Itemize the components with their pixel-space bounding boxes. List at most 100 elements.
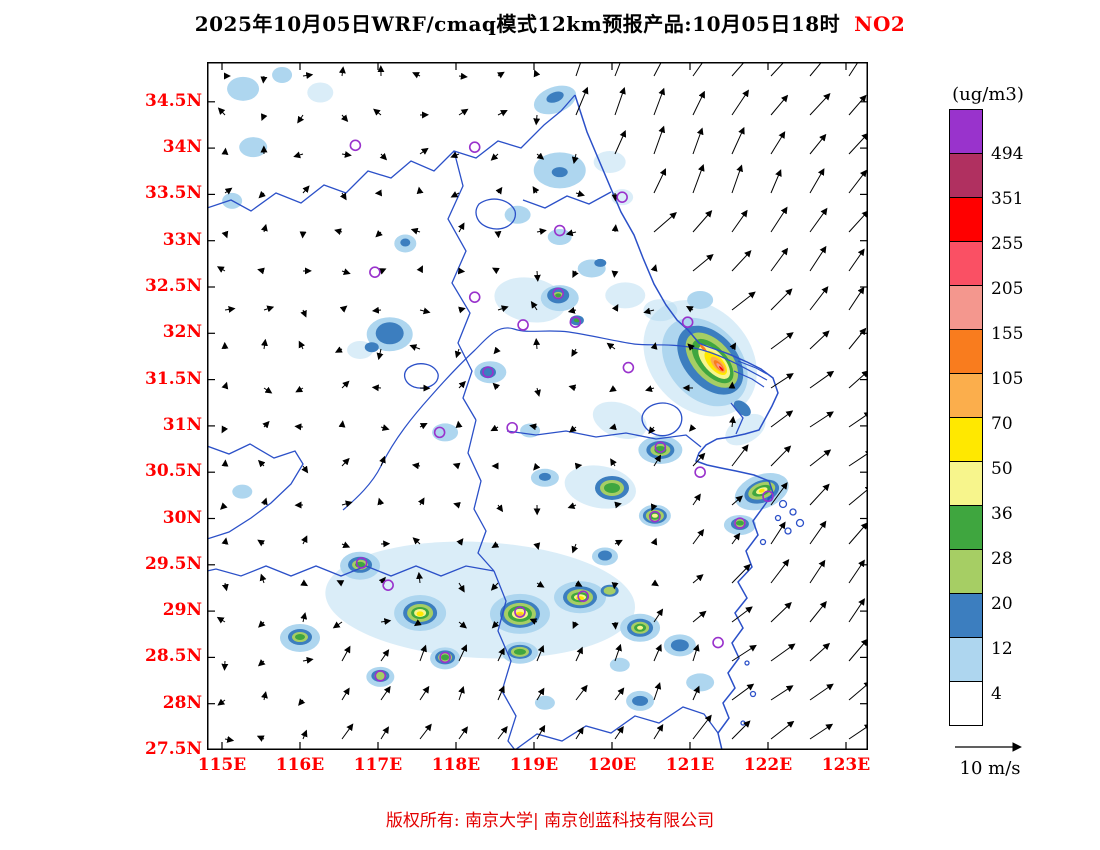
- wind-arrow: [809, 601, 827, 623]
- wind-arrow: [848, 485, 868, 506]
- wind-arrow: [692, 164, 705, 194]
- wind-arrow: [491, 620, 500, 629]
- wind-arrow: [458, 582, 465, 593]
- wind-arrow: [614, 725, 624, 740]
- wind-arrow: [490, 582, 499, 591]
- y-axis-label: 33.5N: [145, 183, 202, 204]
- x-axis-label: 118E: [431, 755, 481, 775]
- wind-arrow: [338, 66, 346, 77]
- wind-arrow: [809, 62, 823, 77]
- wind-arrow: [809, 286, 829, 311]
- province-border-anhui-west: [467, 419, 495, 572]
- wind-arrow: [295, 385, 304, 393]
- title-main: 2025年10月05日WRF/cmaq模式12km预报产品:10月05日18时: [194, 12, 841, 36]
- wind-arrow: [692, 610, 707, 623]
- wind-arrow: [341, 380, 350, 389]
- wind-arrow: [692, 254, 714, 272]
- colorbar-box: [949, 461, 983, 506]
- taihu-lake: [641, 402, 683, 437]
- y-axis-label: 31N: [162, 414, 202, 435]
- wind-arrow: [492, 382, 501, 391]
- wind-arrow: [412, 537, 421, 545]
- station-marker: [517, 319, 529, 331]
- wind-arrow: [533, 270, 541, 282]
- station-marker: [649, 510, 661, 523]
- contour-blob: [375, 322, 404, 345]
- map-frame: [207, 62, 868, 750]
- wind-arrow: [770, 131, 786, 155]
- contour-blob: [605, 282, 646, 309]
- wind-arrow: [456, 538, 464, 546]
- wind-arrow: [645, 385, 655, 393]
- contour-blob: [719, 366, 724, 371]
- wind-arrow: [490, 153, 499, 161]
- yangtze-estuary-channel: [733, 360, 768, 388]
- wind-arrow: [300, 729, 308, 740]
- station-marker: [482, 366, 494, 378]
- wind-arrow: [575, 190, 585, 198]
- station-marker: [355, 557, 368, 569]
- wind-arrow: [731, 532, 741, 545]
- wind-arrow: [848, 169, 867, 194]
- wind-arrow: [685, 305, 694, 313]
- wind-arrow: [606, 342, 616, 350]
- contour-fill-layer: [222, 66, 789, 711]
- wind-arrow: [410, 227, 421, 235]
- colorbar-box: [949, 373, 983, 418]
- wind-reference-label: 10 m/s: [959, 758, 1021, 779]
- station-marker: [349, 139, 362, 152]
- wind-arrow: [692, 127, 704, 155]
- station-marker: [762, 490, 774, 503]
- yangtze-river: [342, 327, 768, 511]
- wind-arrow: [571, 153, 579, 165]
- wind-arrow: [567, 502, 577, 509]
- station-marker: [622, 361, 635, 374]
- contour-blob: [735, 520, 744, 526]
- wind-arrow: [457, 222, 465, 233]
- x-axis-label: 120E: [587, 755, 637, 775]
- wind-arrow: [411, 462, 421, 470]
- wind-arrow: [494, 230, 502, 239]
- wind-arrow: [653, 168, 667, 194]
- wind-arrow: [770, 643, 796, 662]
- contour-blob: [609, 657, 630, 672]
- wind-arrow: [643, 307, 655, 315]
- wind-arrow: [653, 454, 662, 467]
- wind-arrow: [373, 108, 382, 116]
- y-axis-label: 33N: [162, 229, 202, 250]
- wind-arrow: [565, 229, 577, 237]
- wind-arrow: [532, 186, 540, 194]
- wind-arrow: [653, 62, 662, 77]
- wind-arrow: [458, 108, 469, 116]
- colorbar-label: 4: [991, 684, 1002, 704]
- contour-blob: [758, 488, 765, 493]
- wind-arrow: [809, 168, 825, 194]
- contour-blob: [643, 299, 678, 322]
- colorbar-label: 255: [991, 234, 1024, 254]
- wind-arrow: [298, 698, 306, 706]
- wind-arrow: [453, 501, 461, 509]
- shanghai-border: [730, 402, 744, 435]
- y-axis-label: 30.5N: [145, 461, 202, 482]
- colorbar-units-label: (ug/m3): [952, 84, 1024, 105]
- y-axis-label: 34N: [162, 137, 202, 158]
- wind-arrow: [375, 230, 383, 238]
- colorbar-box: [949, 593, 983, 638]
- wind-arrow: [221, 582, 229, 592]
- colorbar-label: 50: [991, 459, 1013, 479]
- wind-arrow: [341, 723, 354, 740]
- wind-arrow: [692, 574, 704, 584]
- wind-arrow: [332, 621, 343, 629]
- wind-arrow: [534, 387, 541, 397]
- wind-arrow: [770, 94, 789, 116]
- wind-arrow: [687, 343, 695, 351]
- contour-blob: [272, 66, 293, 83]
- contour-blob: [551, 167, 568, 178]
- wind-arrow: [770, 288, 793, 311]
- contour-blob: [227, 76, 260, 101]
- wind-arrow: [376, 348, 384, 361]
- y-axis-label: 28.5N: [145, 646, 202, 667]
- wind-arrow: [301, 465, 309, 474]
- wind-arrow: [809, 370, 835, 389]
- wind-arrow: [653, 724, 664, 740]
